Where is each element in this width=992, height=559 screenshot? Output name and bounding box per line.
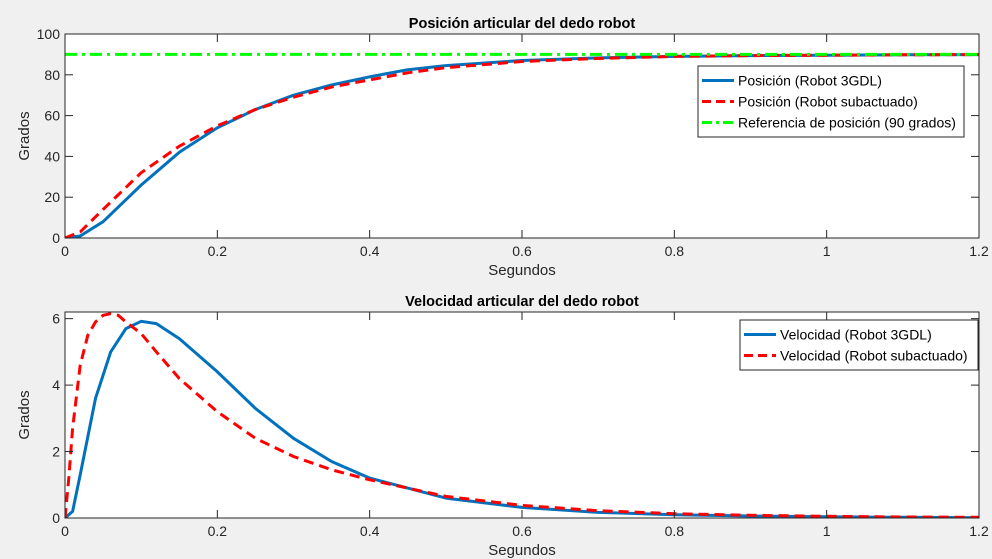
x-tick-label: 0.2 [208,243,228,259]
x-axis-label: Segundos [488,262,556,279]
y-tick-label: 40 [44,148,60,164]
x-tick-label: 1 [823,243,831,259]
x-tick-label: 0 [61,243,69,259]
y-tick-label: 0 [52,510,60,526]
legend-label-2: Velocidad (Robot subactuado) [780,348,968,364]
y-axis-label: Grados [16,390,33,439]
series-line-2 [65,53,979,238]
y-tick-label: 20 [44,189,60,205]
x-tick-label: 0.4 [360,523,380,539]
chart-title: Posición articular del dedo robot [409,16,636,32]
legend-box [697,65,965,138]
x-tick-label: 0.6 [512,243,532,259]
position-chart: 0 0.2 0.4 0.6 0.8 1 1.2 0 20 40 60 80 100 Posición ar… [16,16,989,279]
series-line-1 [65,319,979,518]
x-tick-label: 0.6 [512,523,532,539]
y-tick-label: 100 [37,26,61,42]
legend: Posición (Robot 3GDL) Posición (Robot sub… [697,65,965,138]
legend-label-3: Referencia de posición (90 grados) [738,115,956,131]
x-tick-label: 0.8 [665,523,685,539]
y-tick-label: 4 [52,377,60,393]
velocity-chart: 0 0.2 0.4 0.6 0.8 1 1.2 0 2 4 6 Velocidad articular… [16,294,989,559]
y-tick-label: 80 [44,67,60,83]
y-axis-label: Grados [16,111,33,160]
y-tick-label: 2 [52,444,60,460]
y-tick-label: 60 [44,108,60,124]
series-line-2 [65,312,979,518]
x-tick-label: 1.2 [969,243,989,259]
x-tick-label: 1 [823,523,831,539]
legend-box [739,319,979,371]
legend-label-1: Posición (Robot 3GDL) [738,73,882,89]
y-tick-label: 6 [52,311,60,327]
x-tick-label: 0 [61,523,69,539]
x-axis-label: Segundos [488,542,556,559]
legend-label-2: Posición (Robot subactuado) [738,94,918,110]
legend-label-1: Velocidad (Robot 3GDL) [780,327,932,343]
x-tick-label: 0.8 [665,243,685,259]
chart-title: Velocidad articular del dedo robot [405,294,639,310]
x-tick-label: 0.4 [360,243,380,259]
legend: Velocidad (Robot 3GDL) Velocidad (Robot s… [739,319,979,371]
y-tick-label: 0 [52,230,60,246]
x-tick-label: 0.2 [208,523,228,539]
x-tick-label: 1.2 [969,523,989,539]
